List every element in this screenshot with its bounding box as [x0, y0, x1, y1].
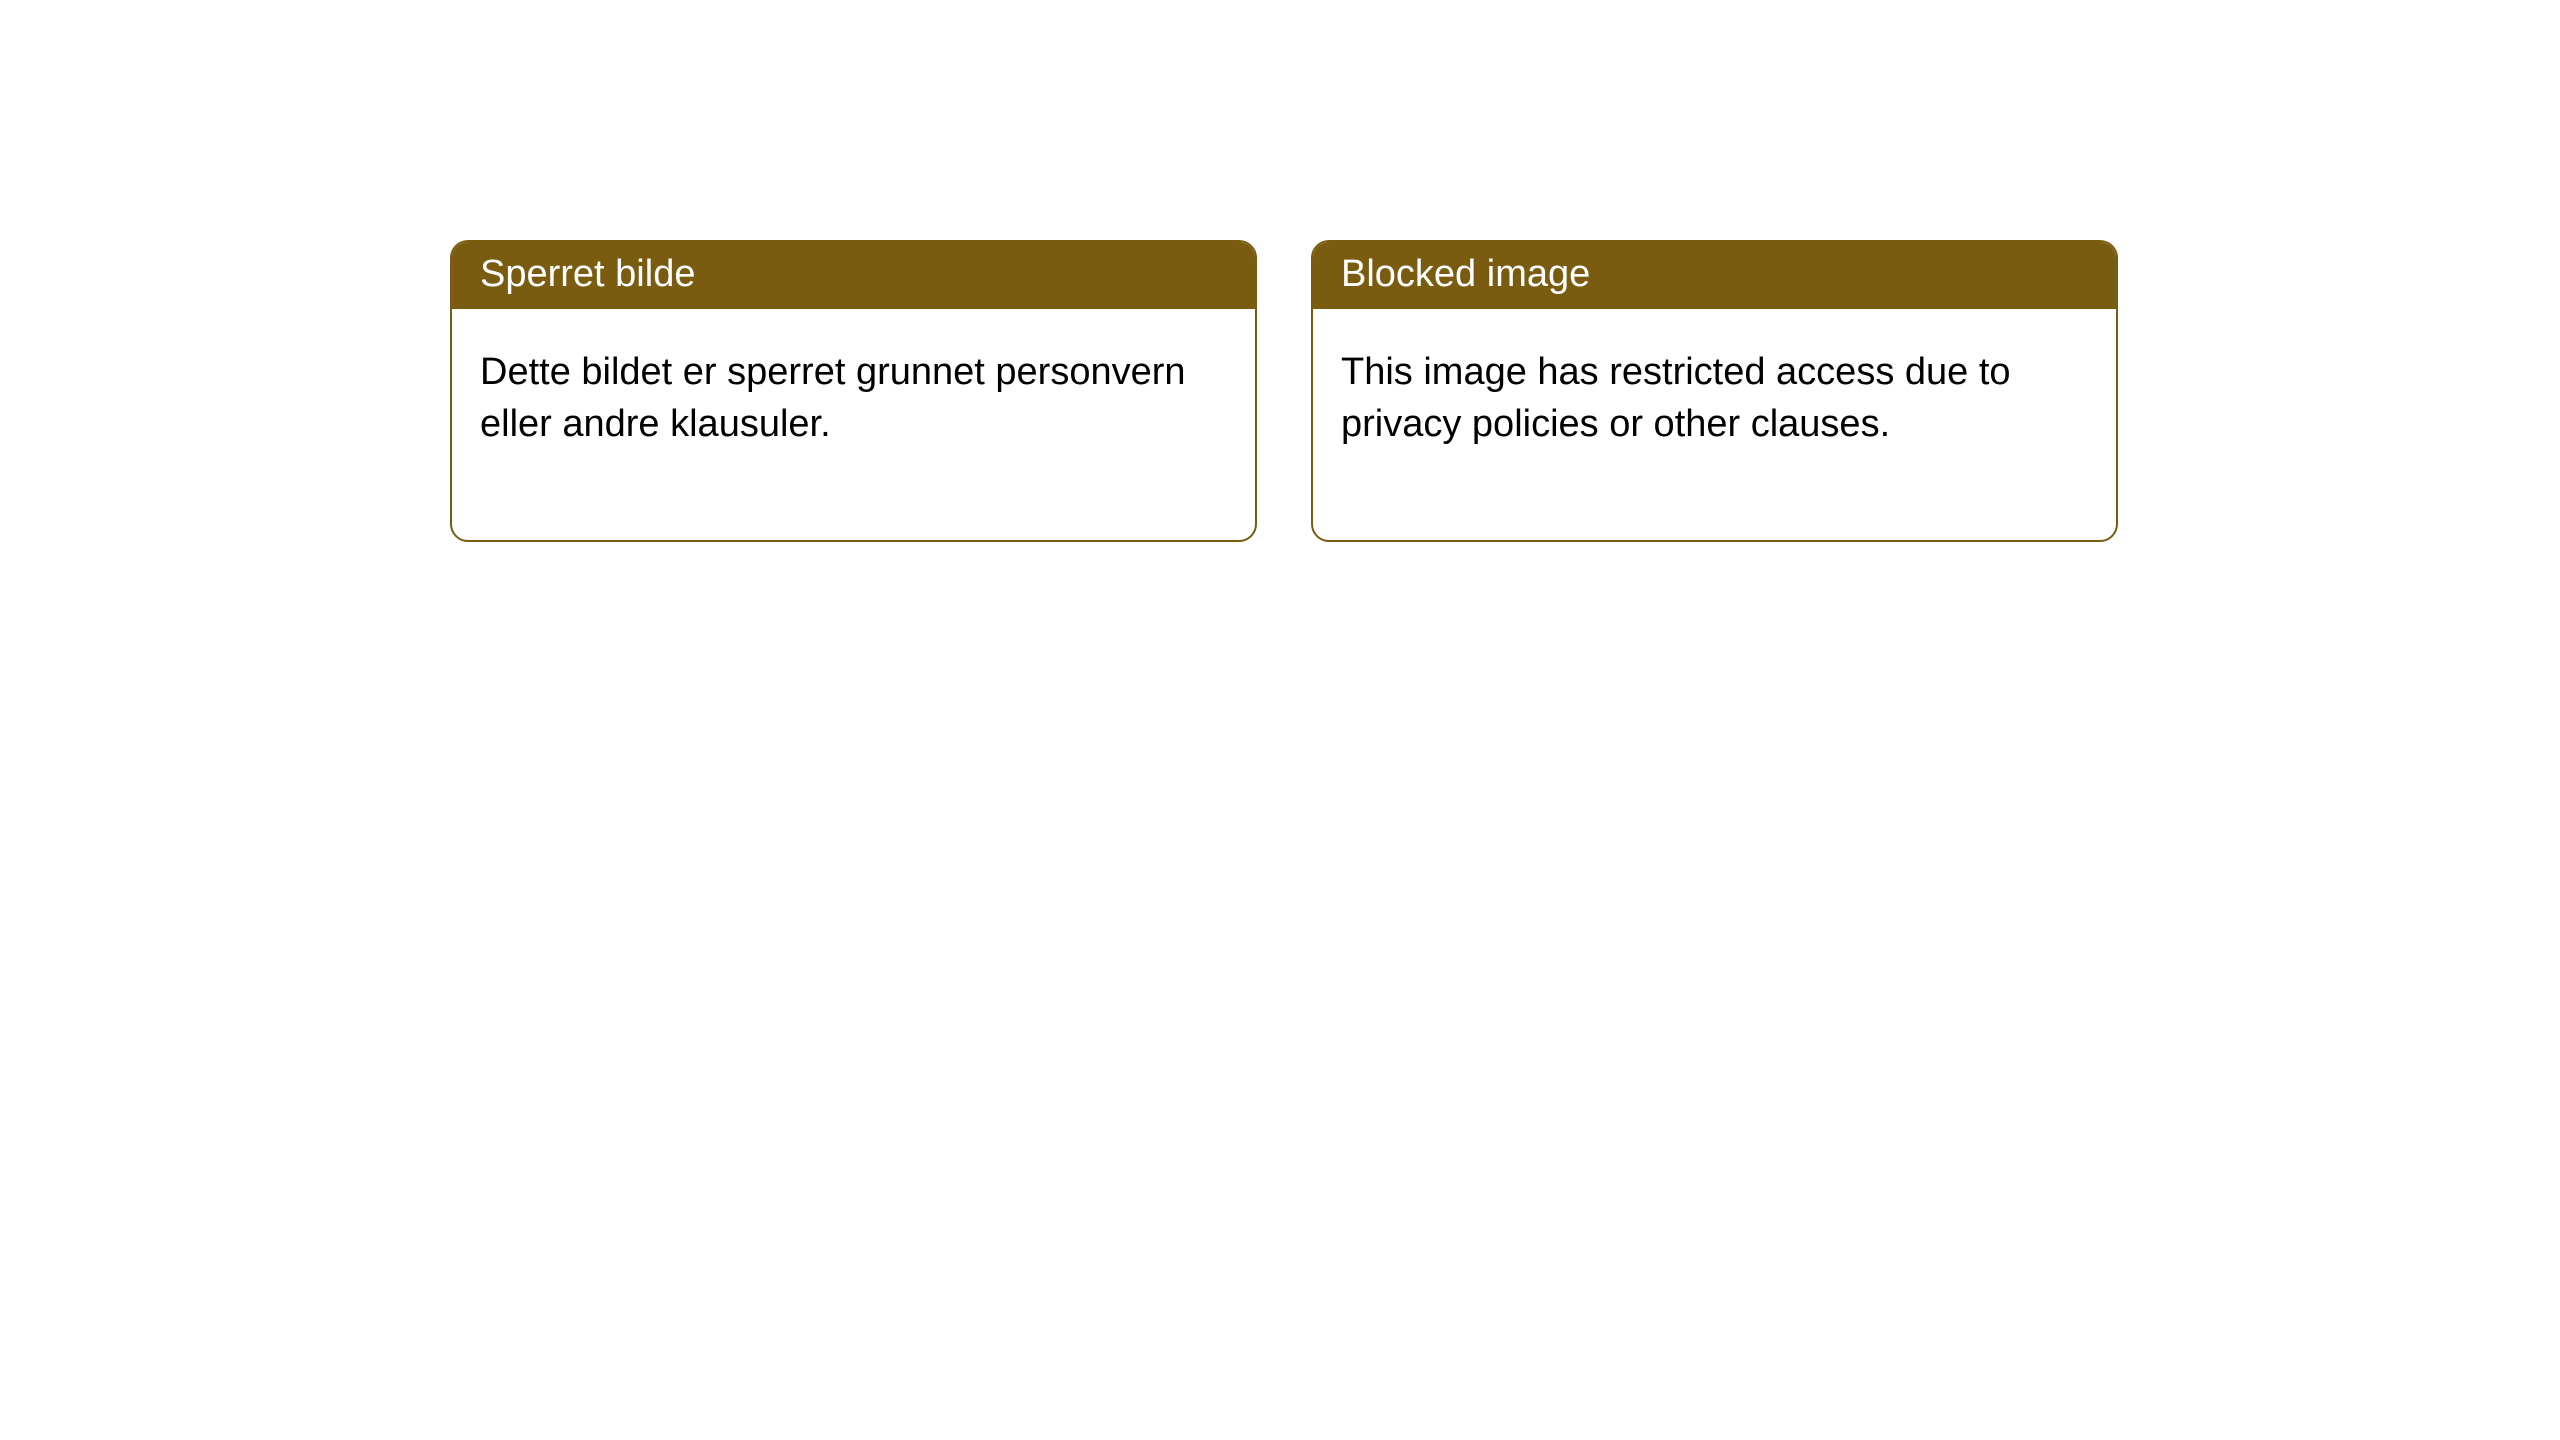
- notice-body: This image has restricted access due to …: [1313, 309, 2116, 540]
- notice-title: Blocked image: [1313, 242, 2116, 309]
- notice-title: Sperret bilde: [452, 242, 1255, 309]
- notice-container: Sperret bilde Dette bildet er sperret gr…: [0, 0, 2560, 542]
- notice-body: Dette bildet er sperret grunnet personve…: [452, 309, 1255, 540]
- notice-card-english: Blocked image This image has restricted …: [1311, 240, 2118, 542]
- notice-card-norwegian: Sperret bilde Dette bildet er sperret gr…: [450, 240, 1257, 542]
